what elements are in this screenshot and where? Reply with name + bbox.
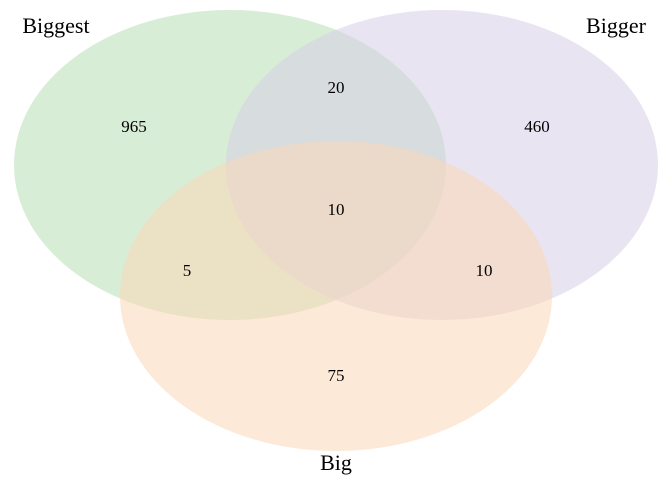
region-count-biggest-bigger: 20: [328, 78, 345, 97]
set-label-bigger: Bigger: [586, 13, 647, 38]
set-label-biggest: Biggest: [22, 13, 89, 38]
region-count-bigger-big: 10: [476, 261, 493, 280]
region-count-bigger-only: 460: [524, 117, 550, 136]
set-label-big: Big: [320, 450, 352, 475]
region-count-biggest-only: 965: [121, 117, 147, 136]
region-count-all-three: 10: [328, 200, 345, 219]
set-big-circle: [120, 141, 552, 451]
region-count-biggest-big: 5: [183, 261, 192, 280]
region-count-big-only: 75: [328, 366, 345, 385]
